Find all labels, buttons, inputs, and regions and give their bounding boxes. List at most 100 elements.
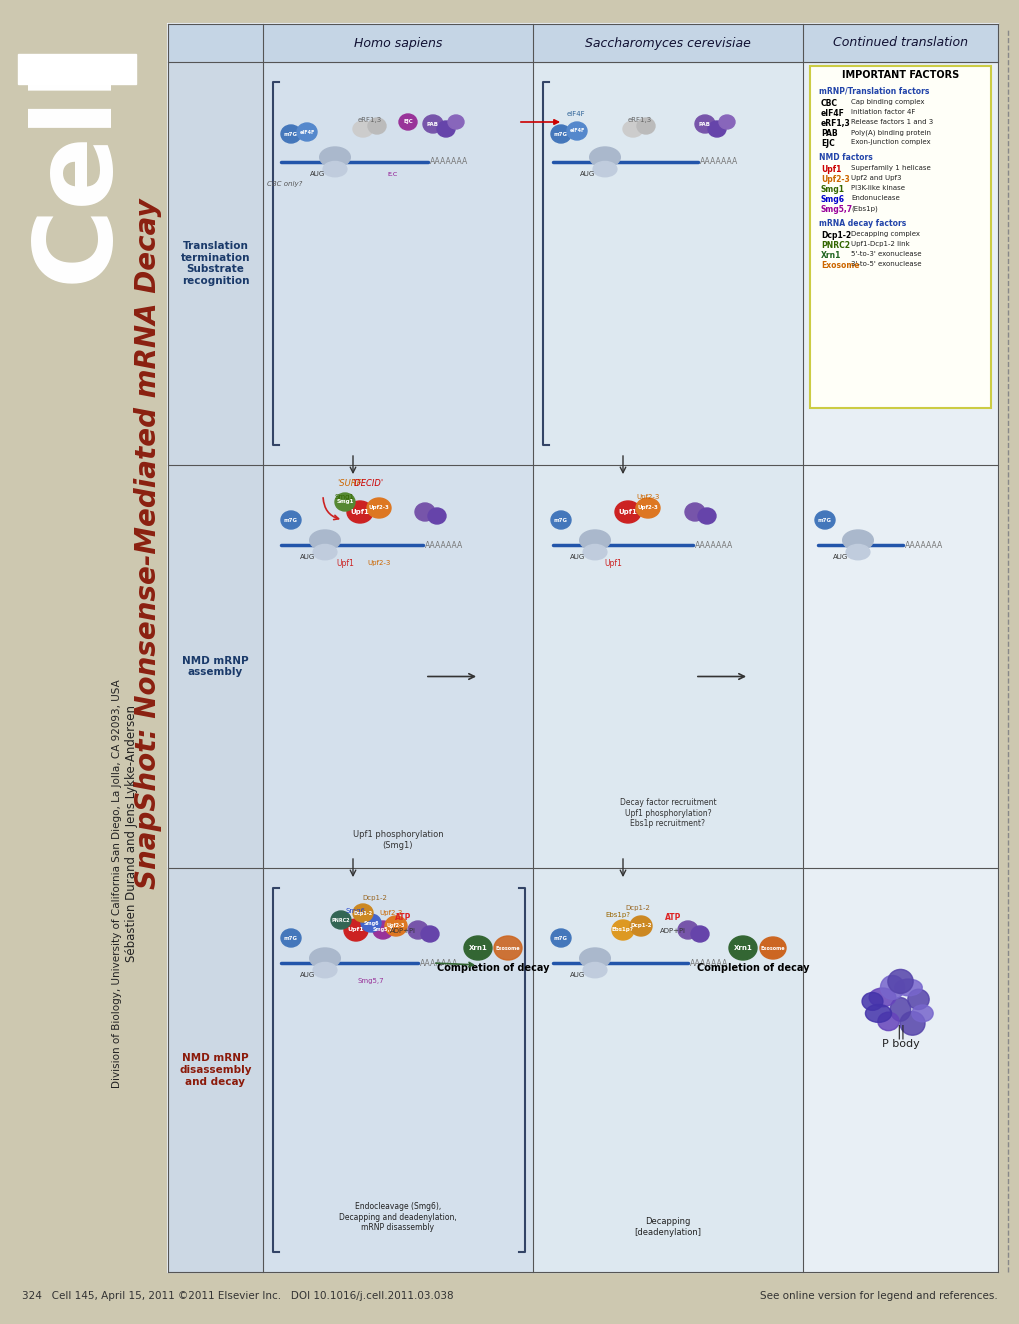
Bar [168,24,263,62]
Ellipse shape [313,544,336,560]
Text: Upf2-3: Upf2-3 [367,560,390,565]
Text: SnapShot: Nonsense-Mediated mRNA Decay: SnapShot: Nonsense-Mediated mRNA Decay [133,199,162,890]
Text: AAAAAAA: AAAAAAA [699,158,738,167]
Bar [18,54,136,83]
Text: Poly(A) binding protein: Poly(A) binding protein [850,128,930,135]
Text: Xrn1: Xrn1 [468,945,487,951]
Ellipse shape [464,936,491,960]
Ellipse shape [611,920,634,940]
Text: Upf1: Upf1 [335,559,354,568]
Ellipse shape [280,929,301,947]
Text: AUG: AUG [570,972,585,978]
Text: AUG: AUG [580,171,595,177]
Ellipse shape [550,124,571,143]
Text: Exosome: Exosome [760,945,785,951]
Bar [533,62,802,1272]
Ellipse shape [890,1000,910,1019]
Text: eRF1,3: eRF1,3 [358,117,382,123]
Ellipse shape [678,922,697,939]
Text: PAB: PAB [698,122,710,127]
Ellipse shape [493,936,522,960]
Text: AUG: AUG [833,140,848,147]
Text: See online version for legend and references.: See online version for legend and refere… [759,1291,997,1301]
Text: Smg5,7: Smg5,7 [820,205,852,214]
Ellipse shape [368,118,385,134]
Text: AAAAAAA: AAAAAAA [694,540,733,549]
Text: AAAAAAA: AAAAAAA [425,540,463,549]
Text: Ebs1p?: Ebs1p? [611,928,634,932]
Text: EJC: EJC [820,139,834,148]
Text: AUG: AUG [300,972,315,978]
Text: m7G: m7G [283,936,298,940]
Text: Upf1: Upf1 [347,928,364,932]
Ellipse shape [842,530,872,551]
Ellipse shape [361,914,381,932]
Text: 324   Cell 145, April 15, 2011 ©2011 Elsevier Inc.   DOI 10.1016/j.cell.2011.03.: 324 Cell 145, April 15, 2011 ©2011 Elsev… [22,1291,453,1301]
Text: Decapping
[deadenylation]: Decapping [deadenylation] [634,1217,701,1237]
Text: 'DECID': 'DECID' [353,478,383,487]
Text: CBC only?: CBC only? [267,181,303,187]
Text: Dcp1-2: Dcp1-2 [362,895,387,902]
Ellipse shape [908,1004,935,1023]
Ellipse shape [323,162,346,176]
Text: AUG: AUG [300,553,315,560]
Bar [802,62,997,1272]
Text: Cell: Cell [24,56,129,283]
Text: m7G: m7G [283,131,298,136]
Ellipse shape [423,115,442,132]
Text: 3'-to-5' exonuclease: 3'-to-5' exonuclease [850,261,920,267]
Text: Smg5,7: Smg5,7 [372,928,393,932]
Text: Smg6: Smg6 [363,920,378,925]
Ellipse shape [900,1012,923,1035]
Text: Upf2-3: Upf2-3 [368,506,389,511]
Bar [168,24,997,1272]
Text: Upf1-Dcp1-2 link: Upf1-Dcp1-2 link [850,241,909,248]
Text: IMPORTANT FACTORS: IMPORTANT FACTORS [841,70,958,79]
Text: eIF4F: eIF4F [299,130,315,135]
Text: P body: P body [880,1039,918,1050]
Text: Decapping complex: Decapping complex [850,230,919,237]
Text: m7G: m7G [817,102,832,106]
Ellipse shape [550,929,571,947]
Text: Upf1 phosphorylation
(Smg1): Upf1 phosphorylation (Smg1) [353,830,443,850]
Text: Superfamily 1 helicase: Superfamily 1 helicase [850,166,930,171]
Text: eIF4F: eIF4F [567,111,585,117]
Text: m7G: m7G [553,131,568,136]
Ellipse shape [353,120,373,136]
Ellipse shape [589,147,620,167]
Text: 'SURF': 'SURF' [337,478,364,487]
Ellipse shape [367,498,390,518]
Ellipse shape [280,124,301,143]
Ellipse shape [331,911,351,929]
Text: m7G: m7G [817,518,832,523]
Text: Initiation factor 4F: Initiation factor 4F [850,109,914,115]
Ellipse shape [583,544,606,560]
Text: AAAAAAA: AAAAAAA [430,158,468,167]
Ellipse shape [280,511,301,530]
Text: mRNP/Translation factors: mRNP/Translation factors [818,87,928,97]
Ellipse shape [343,919,368,941]
Text: AAAAAAA: AAAAAAA [689,959,728,968]
Text: E.C: E.C [387,172,397,176]
Ellipse shape [685,503,704,522]
Ellipse shape [865,1004,891,1023]
Ellipse shape [421,925,438,941]
Text: AAAAAAA: AAAAAAA [904,540,943,549]
Text: NMD mRNP
disassembly
and decay: NMD mRNP disassembly and decay [179,1054,252,1087]
Text: Ter: Ter [881,155,894,164]
Ellipse shape [408,922,428,939]
Ellipse shape [834,155,881,199]
Ellipse shape [896,90,914,106]
Text: eIF4F: eIF4F [569,128,584,134]
Text: ADP+Pi: ADP+Pi [389,928,416,933]
Text: Xrn1: Xrn1 [733,945,752,951]
Ellipse shape [882,93,902,109]
Ellipse shape [694,115,714,132]
Bar [263,62,533,1272]
Ellipse shape [718,115,735,128]
Text: Completion of decay: Completion of decay [696,963,808,973]
Text: Continued translation: Continued translation [833,37,967,49]
Ellipse shape [906,988,929,1010]
Text: Smg6: Smg6 [820,195,844,204]
Text: PI3K-like kinase: PI3K-like kinase [850,185,904,191]
